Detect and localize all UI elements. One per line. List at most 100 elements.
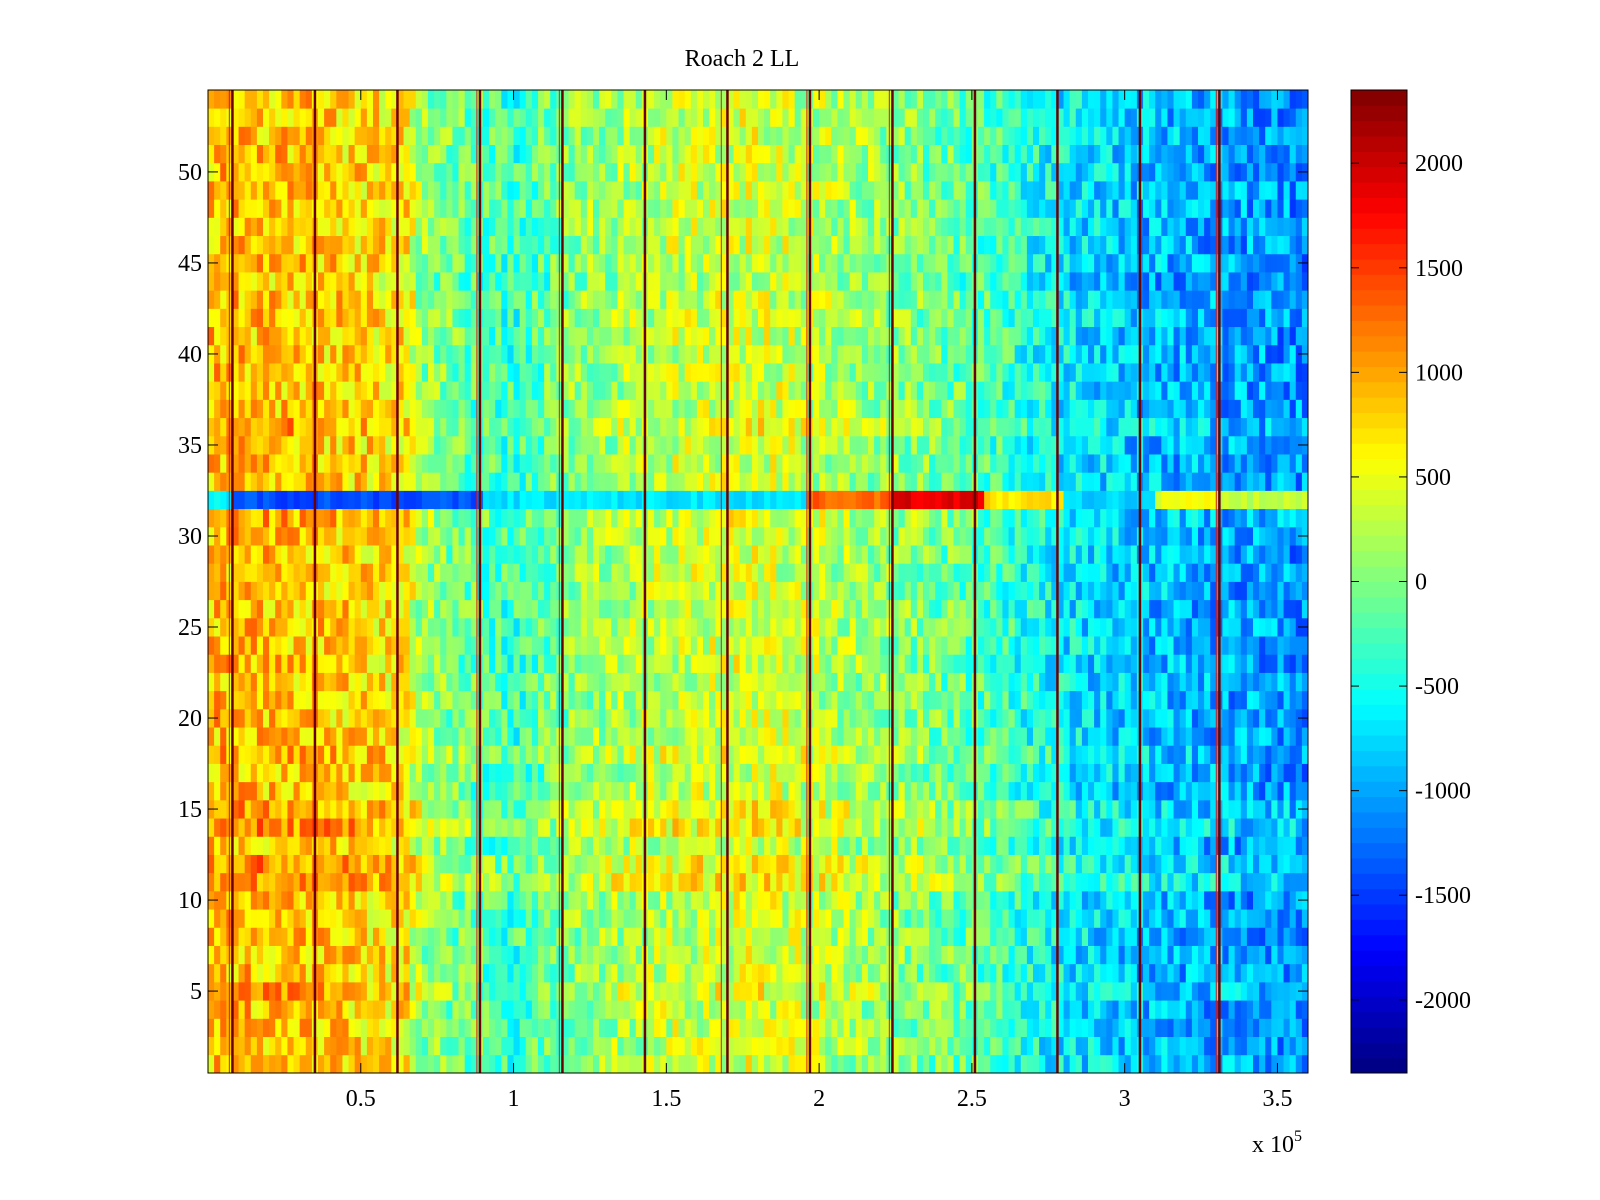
heatmap-cell (1265, 581, 1272, 601)
heatmap-cell (629, 945, 637, 965)
heatmap-cell (470, 872, 478, 892)
heatmap-cell (519, 872, 527, 892)
heatmap-cell (1063, 690, 1071, 710)
heatmap-cell (794, 818, 802, 837)
heatmap-cell (1020, 909, 1028, 928)
heatmap-cell (1277, 745, 1284, 764)
heatmap-cell (953, 1036, 961, 1056)
heatmap-cell (1185, 1018, 1193, 1037)
heatmap-cell (868, 854, 875, 874)
heatmap-cell (617, 690, 624, 710)
heatmap-cell (800, 872, 808, 892)
heatmap-cell (1026, 1036, 1034, 1056)
heatmap-cell (819, 599, 826, 619)
heatmap-cell (483, 563, 490, 582)
heatmap-cell (874, 927, 881, 946)
heatmap-cell (1289, 636, 1297, 655)
heatmap-cell (733, 581, 741, 601)
heatmap-cell (751, 1054, 759, 1074)
heatmap-cell (739, 599, 747, 619)
heatmap-cell (348, 599, 356, 619)
heatmap-cell (501, 836, 508, 855)
heatmap-cell (855, 727, 863, 746)
heatmap-cell (232, 872, 239, 892)
heatmap-cell (1240, 872, 1248, 892)
heatmap-cell (1161, 654, 1168, 673)
heatmap-cell (348, 1018, 356, 1037)
heatmap-cell (250, 745, 258, 764)
heatmap-cell (904, 799, 912, 819)
heatmap-cell (269, 563, 276, 582)
heatmap-cell (678, 636, 686, 655)
heatmap-cell (935, 781, 942, 801)
heatmap-cell (1112, 690, 1119, 710)
heatmap-cell (483, 836, 490, 855)
heatmap-cell (776, 763, 783, 783)
heatmap-cell (745, 690, 753, 710)
heatmap-cell (800, 654, 808, 673)
heatmap-cell (489, 927, 496, 946)
heatmap-cell (1210, 836, 1217, 855)
heatmap-cell (330, 1054, 337, 1074)
heatmap-cell (1149, 690, 1156, 710)
heatmap-cell (794, 1036, 802, 1056)
heatmap-cell (348, 1000, 356, 1019)
heatmap-cell (751, 1000, 759, 1019)
heatmap-cell (458, 745, 466, 764)
heatmap-cell (391, 836, 398, 855)
heatmap-cell (898, 872, 906, 892)
heatmap-cell (916, 799, 924, 819)
heatmap-cell (1014, 945, 1022, 965)
heatmap-cell (953, 872, 961, 892)
heatmap-cell (978, 1000, 985, 1019)
heatmap-cell (855, 1054, 863, 1074)
heatmap-cell (348, 581, 356, 601)
heatmap-cell (1075, 981, 1083, 1001)
heatmap-cell (611, 799, 618, 819)
heatmap-cell (1191, 654, 1199, 673)
heatmap-cell (959, 1018, 967, 1037)
heatmap-cell (1155, 672, 1162, 692)
heatmap-cell (281, 981, 288, 1001)
heatmap-cell (366, 617, 374, 637)
heatmap-cell (593, 1000, 600, 1019)
heatmap-cell (855, 745, 863, 764)
heatmap-cell (531, 872, 539, 892)
heatmap-cell (1026, 727, 1034, 746)
heatmap-cell (544, 1054, 551, 1074)
heatmap-cell (923, 781, 930, 801)
heatmap-cell (758, 1054, 765, 1074)
heatmap-cell (1026, 963, 1034, 983)
heatmap-cell (831, 945, 838, 965)
heatmap-cell (868, 909, 875, 928)
heatmap-cell (672, 636, 679, 655)
heatmap-cell (1283, 781, 1291, 801)
heatmap-cell (837, 654, 844, 673)
heatmap-cell (373, 672, 380, 692)
heatmap-cell (910, 945, 918, 965)
heatmap-cell (715, 617, 722, 637)
heatmap-cell (256, 818, 264, 837)
heatmap-cell (1008, 1054, 1016, 1074)
heatmap-cell (715, 1018, 722, 1037)
heatmap-cell (843, 581, 851, 601)
heatmap-cell (495, 636, 502, 655)
heatmap-cell (1051, 945, 1058, 965)
heatmap-cell (1246, 854, 1254, 874)
heatmap-cell (1039, 599, 1046, 619)
heatmap-cell (507, 836, 514, 855)
heatmap-cell (1063, 654, 1071, 673)
heatmap-cell (415, 727, 423, 746)
heatmap-cell (1057, 945, 1064, 965)
heatmap-cell (764, 963, 771, 983)
heatmap-cell (1088, 836, 1095, 855)
heatmap-cell (593, 981, 600, 1001)
heatmap-cell (379, 708, 386, 728)
heatmap-cell (788, 927, 796, 946)
heatmap-cell (1161, 818, 1168, 837)
heatmap-cell (1100, 581, 1107, 601)
heatmap-cell (813, 599, 820, 619)
heatmap-cell (373, 763, 380, 783)
heatmap-cell (1106, 1000, 1113, 1019)
heatmap-cell (550, 836, 557, 855)
